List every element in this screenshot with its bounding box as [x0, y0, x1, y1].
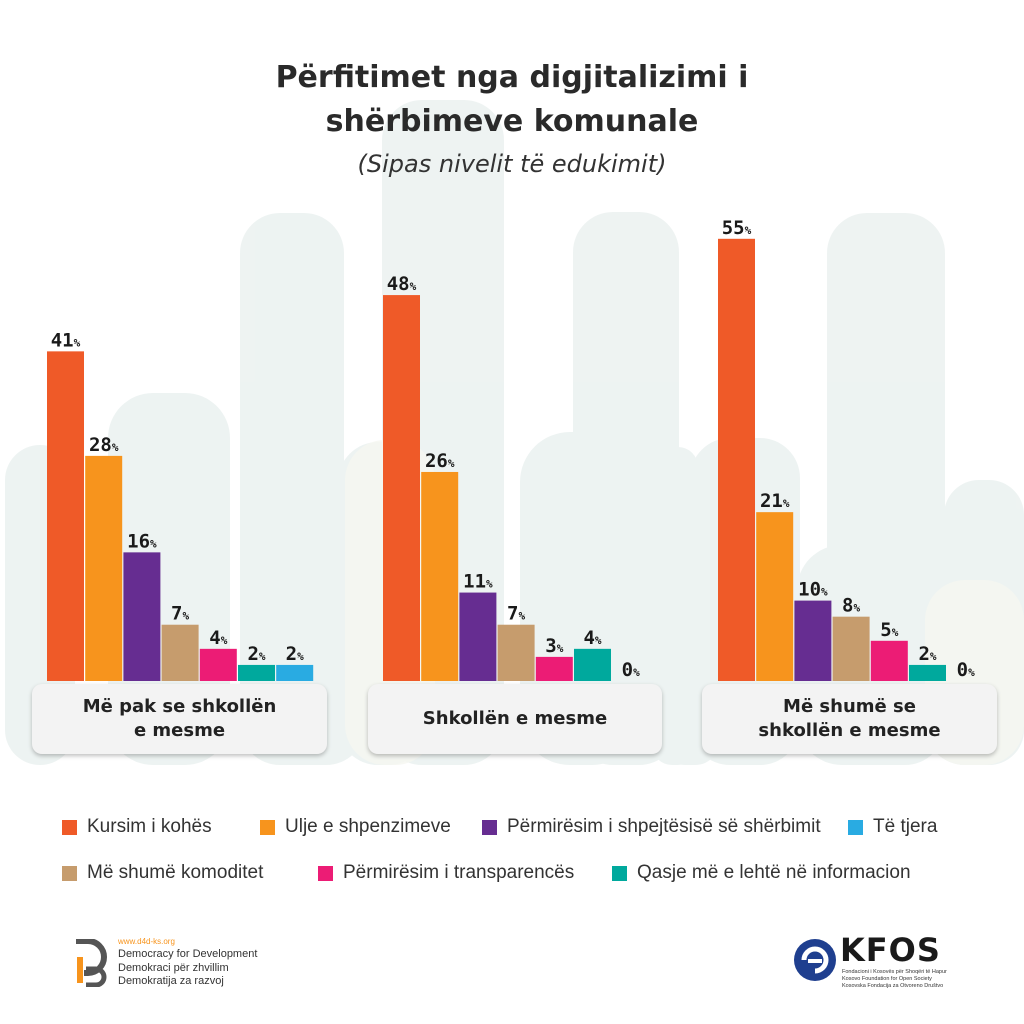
kfos-name-sq: Fondacioni i Kosovës për Shoqëri të Hapu…	[842, 969, 947, 975]
bar-chart: 41% 28% 16% 7% 4% 2% 2% 48% 26% 11% 7% 3% 4% 0% 55% 21%…	[47, 217, 975, 682]
bar-value-label: 7%	[507, 603, 525, 625]
d4d-logo: www.d4d-ks.org Democracy for Development…	[72, 937, 272, 987]
bar-value-label: 2%	[918, 643, 936, 665]
legend-label: Përmirësim i transparencës	[343, 862, 575, 883]
d4d-name-en: Democracy for Development	[118, 948, 258, 960]
legend-label: Ulje e shpenzimeve	[285, 816, 451, 837]
bar-value-label: 2%	[247, 643, 265, 665]
bar-value-label: 48%	[387, 273, 417, 295]
bar	[421, 471, 459, 681]
d4d-name-sq: Demokraci për zhvillim	[118, 962, 229, 974]
bar	[794, 600, 832, 681]
chart-subtitle: (Sipas nivelit të edukimit)	[357, 150, 667, 178]
bar-value-label: 3%	[545, 635, 563, 657]
bar-value-label: 2%	[286, 643, 304, 665]
legend-swatch	[62, 819, 77, 835]
bar	[756, 512, 794, 681]
legend-swatch	[612, 865, 627, 881]
bar	[199, 648, 237, 681]
legend-swatch	[62, 865, 77, 881]
legend-item: Kursim i kohës	[62, 816, 212, 838]
bar-value-label: 0%	[622, 659, 640, 681]
bar	[238, 664, 275, 681]
bar	[535, 656, 573, 681]
bar	[47, 351, 84, 681]
bar	[832, 616, 870, 681]
legend-item: Të tjera	[848, 816, 937, 838]
kfos-logo: KFOS Fondacioni i Kosovës për Shoqëri të…	[792, 931, 962, 990]
bar-value-label: 11%	[463, 571, 493, 593]
legend-item: Përmirësim i transparencës	[318, 862, 574, 884]
chart-title-line2: shërbimeve komunale	[325, 104, 699, 139]
group-label-line2: shkollën e mesme	[758, 720, 941, 741]
legend-swatch	[482, 819, 497, 835]
bar-value-label: 10%	[798, 579, 828, 601]
d4d-name-sr: Demokratija za razvoj	[118, 975, 224, 987]
bar	[909, 664, 946, 681]
bar-value-label: 28%	[89, 434, 119, 456]
bar	[870, 640, 908, 681]
kfos-name-en: Kosovo Foundation for Open Society	[842, 976, 932, 982]
bar-value-label: 26%	[425, 450, 455, 472]
kfos-name: KFOS	[840, 931, 941, 969]
d4d-logo-mark-icon	[76, 939, 107, 987]
legend-label: Kursim i kohës	[87, 816, 212, 837]
bar-value-label: 16%	[127, 530, 157, 552]
chart-title-line1: Përfitimet nga digjitalizimi i	[275, 60, 749, 95]
bar-value-label: 41%	[51, 329, 81, 351]
bar	[123, 552, 161, 681]
bar	[574, 648, 611, 681]
group-label-more-than-secondary: Më shumë se shkollën e mesme	[702, 684, 997, 754]
bar	[718, 238, 755, 682]
chart-legend: Kursim i kohës Ulje e shpenzimeve Përmir…	[62, 812, 962, 892]
legend-swatch	[318, 865, 333, 881]
legend-item: Përmirësim i shpejtësisë së shërbimit	[482, 816, 821, 838]
group-label-less-than-secondary: Më pak se shkollën e mesme	[32, 684, 327, 754]
bar	[85, 455, 123, 681]
bar-value-label: 4%	[209, 627, 227, 649]
bar	[459, 592, 497, 681]
bar-value-label: 55%	[722, 217, 752, 239]
group-label-line1: Më pak se shkollën	[82, 695, 277, 717]
bar	[161, 624, 199, 681]
group-label-line1: Më shumë se	[783, 695, 916, 717]
bar	[497, 624, 535, 681]
kfos-logo-mark-icon	[794, 939, 836, 981]
legend-item: Më shumë komoditet	[62, 862, 263, 884]
group-label-line2: e mesme	[133, 720, 226, 741]
group-label-line1: Shkollën e mesme	[422, 707, 608, 729]
legend-label: Më shumë komoditet	[87, 862, 264, 883]
bar-value-label: 8%	[842, 595, 860, 617]
bar-value-label: 4%	[583, 627, 601, 649]
legend-item: Qasje më e lehtë në informacion	[612, 862, 911, 884]
legend-swatch	[260, 819, 275, 835]
bar-value-label: 7%	[171, 603, 189, 625]
group-label-secondary: Shkollën e mesme	[368, 684, 662, 754]
legend-label: Përmirësim i shpejtësisë së shërbimit	[507, 816, 821, 837]
kfos-name-sr: Kosovska Fondacija za Otvoreno Društvo	[842, 983, 944, 989]
legend-label: Qasje më e lehtë në informacion	[637, 862, 911, 883]
bar	[276, 664, 314, 681]
d4d-url: www.d4d-ks.org	[118, 937, 175, 946]
bar-value-label: 21%	[760, 490, 790, 512]
bar-value-label: 5%	[880, 619, 898, 641]
bar-value-label: 0%	[957, 659, 975, 681]
bar	[383, 295, 420, 681]
legend-label: Të tjera	[873, 816, 938, 837]
legend-item: Ulje e shpenzimeve	[260, 816, 451, 838]
legend-swatch	[848, 819, 863, 835]
